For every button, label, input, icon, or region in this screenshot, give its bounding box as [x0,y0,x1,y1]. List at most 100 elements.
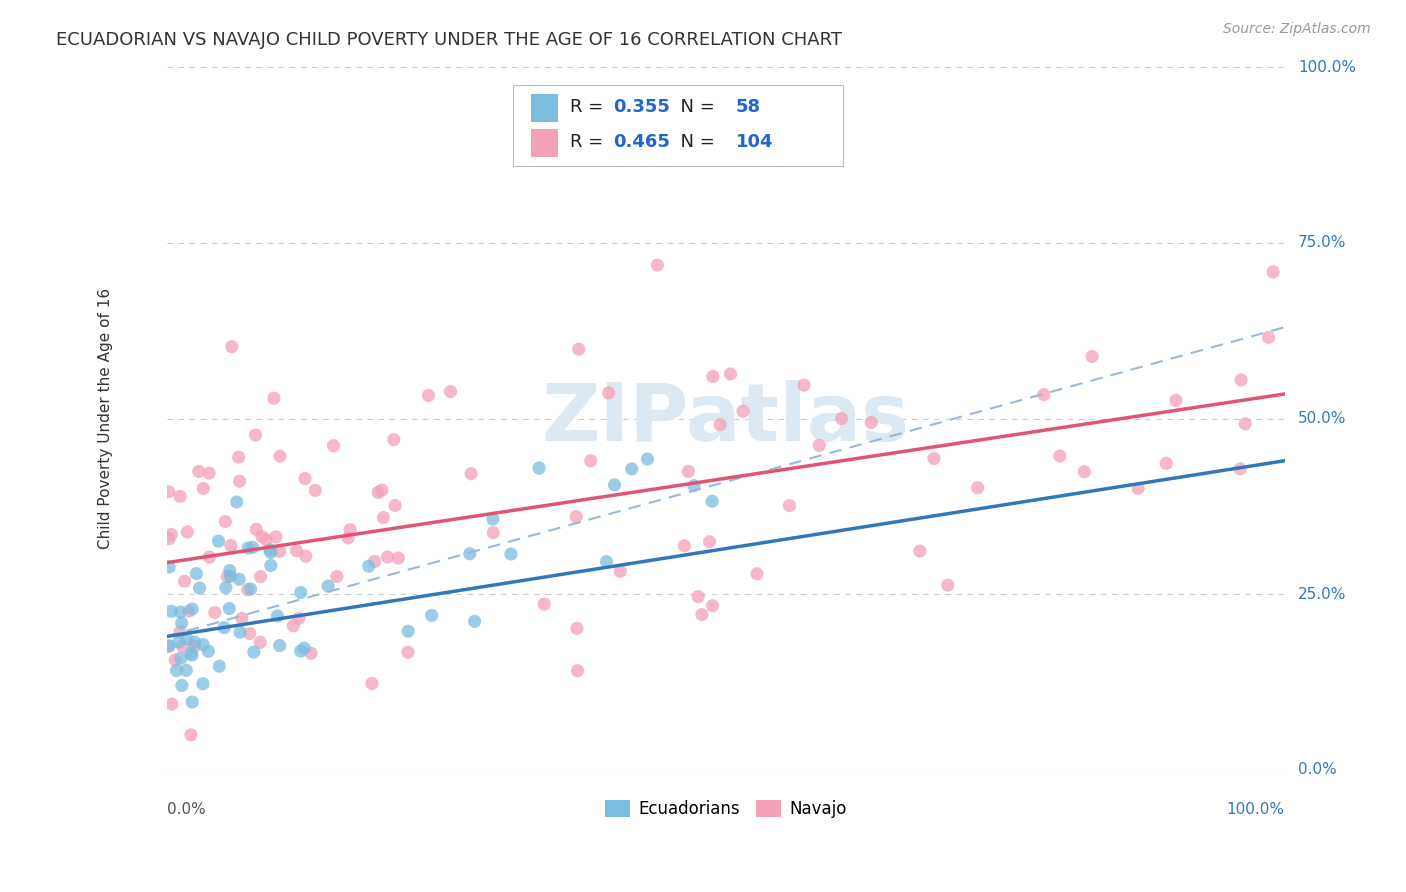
Point [170,678,193,692]
Text: 58: 58 [735,98,761,116]
Point [598,386,620,401]
Point [157,532,180,546]
Point [1230,373,1253,387]
Point [197,644,219,658]
Point [609,564,631,578]
Text: Source: ZipAtlas.com: Source: ZipAtlas.com [1223,22,1371,37]
Point [221,340,243,354]
Point [283,619,305,633]
Point [191,677,214,691]
Point [1154,456,1177,470]
Point [482,512,505,526]
Point [702,494,724,508]
Point [357,559,380,574]
Point [460,467,482,481]
Point [214,515,236,529]
Text: 100.0%: 100.0% [1298,60,1357,75]
Point [238,541,260,555]
Point [702,599,724,613]
Point [709,417,731,432]
Point [288,611,311,625]
Point [527,461,550,475]
Point [169,624,191,639]
Point [1073,465,1095,479]
Point [1032,387,1054,401]
Point [188,581,211,595]
Point [860,416,883,430]
Text: 50.0%: 50.0% [1298,411,1347,426]
Point [337,531,360,545]
Point [212,621,235,635]
Point [269,639,291,653]
Point [167,635,190,649]
FancyBboxPatch shape [513,85,844,166]
Point [396,645,419,659]
Point [702,369,724,384]
Point [688,590,710,604]
Point [292,641,315,656]
Point [259,542,281,557]
Point [236,582,259,597]
Point [699,534,721,549]
Point [259,545,281,559]
Point [418,388,440,402]
Text: 0.355: 0.355 [613,98,669,116]
Point [157,640,180,654]
Point [239,626,262,640]
Point [176,632,198,646]
Point [208,659,231,673]
Point [207,534,229,549]
Point [219,539,242,553]
Point [673,539,696,553]
Text: R =: R = [571,98,609,116]
Point [174,664,197,678]
Point [720,367,742,381]
Point [181,602,204,616]
Point [160,697,183,711]
Point [184,635,207,649]
Point [371,483,394,498]
Point [160,527,183,541]
Point [157,560,180,574]
Point [382,433,405,447]
Point [217,569,239,583]
Point [778,499,800,513]
Point [169,605,191,619]
Text: ZIPatlas: ZIPatlas [541,380,910,458]
Point [242,645,264,659]
Point [264,530,287,544]
Point [184,639,207,653]
Point [690,607,713,622]
Point [294,471,316,485]
Point [204,606,226,620]
Point [165,653,187,667]
Text: Child Poverty Under the Age of 16: Child Poverty Under the Age of 16 [98,288,112,549]
Point [169,490,191,504]
Point [966,481,988,495]
Point [193,482,215,496]
Point [198,466,221,480]
Text: 0.0%: 0.0% [1298,763,1337,778]
Point [290,585,312,599]
Point [177,604,200,618]
Point [254,533,277,547]
Point [157,639,180,653]
Point [1081,350,1104,364]
Point [808,438,831,452]
Point [363,554,385,568]
Point [326,569,349,583]
Text: 100.0%: 100.0% [1227,802,1285,817]
Point [579,454,602,468]
Text: N =: N = [669,98,720,116]
Point [499,547,522,561]
Point [172,639,194,653]
Point [1234,417,1257,431]
Point [683,478,706,492]
Point [316,579,339,593]
Point [263,391,285,405]
Point [339,523,361,537]
Point [464,615,486,629]
Point [239,582,262,596]
Point [173,574,195,589]
Text: N =: N = [669,133,720,151]
